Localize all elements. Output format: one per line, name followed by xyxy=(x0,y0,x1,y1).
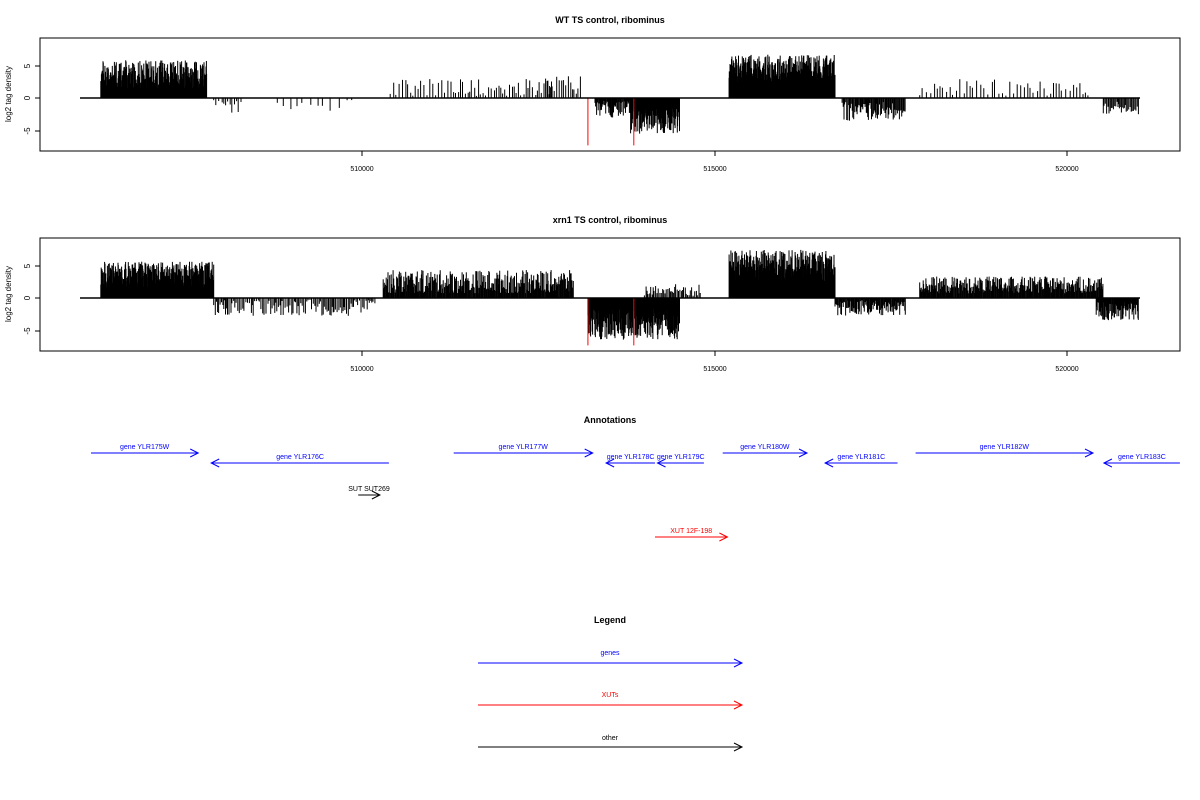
panel-wt: WT TS control, ribominus -5 0 5 log2 tag… xyxy=(4,15,1181,173)
legend-title: Legend xyxy=(594,615,626,625)
legend-label: genes xyxy=(600,650,620,657)
y-axis: -5 0 5 log2 tag density xyxy=(4,263,41,335)
annotation-feature: gene YLR182W xyxy=(915,444,1095,458)
annotation-feature: gene YLR180W xyxy=(722,444,809,458)
x-axis: 510000 515000 520000 xyxy=(350,151,1079,173)
legend-item-genes: genes xyxy=(478,650,744,668)
plot-frame xyxy=(39,37,1181,152)
coverage-bars xyxy=(100,54,1139,146)
feature-label: SUT SUT269 xyxy=(348,486,390,493)
feature-label: gene YLR176C xyxy=(276,454,324,461)
arrowhead-icon xyxy=(604,458,615,468)
annotation-features: gene YLR175W gene YLR176C gene YLR177W gene… xyxy=(91,444,1180,542)
feature-label: gene YLR175W xyxy=(120,444,170,451)
feature-label: gene YLR180W xyxy=(740,444,790,451)
x-tick-label: 515000 xyxy=(703,366,726,373)
legend-item-other: other xyxy=(478,735,744,752)
x-tick-label: 520000 xyxy=(1055,366,1078,373)
arrowhead-icon xyxy=(719,532,729,542)
legend-label: XUTs xyxy=(602,692,619,699)
y-tick-label: 0 xyxy=(23,295,32,300)
arrowhead-icon xyxy=(733,700,744,710)
arrowhead-icon xyxy=(823,458,834,468)
y-axis-label: log2 tag density xyxy=(4,66,13,122)
panel-title: WT TS control, ribominus xyxy=(555,15,665,25)
y-tick-label: 0 xyxy=(23,95,32,100)
arrowhead-icon xyxy=(189,448,200,458)
annotation-feature: gene YLR178C xyxy=(604,454,655,468)
arrowhead-icon xyxy=(1084,448,1095,458)
legend: Legend genes XUTs other xyxy=(478,615,744,752)
arrowhead-icon xyxy=(1102,458,1113,468)
feature-label: gene YLR181C xyxy=(837,454,885,461)
annotation-feature: gene YLR181C xyxy=(823,454,898,468)
annotation-feature: XUT 12F-198 xyxy=(655,528,729,542)
x-tick-label: 520000 xyxy=(1055,166,1078,173)
annotation-feature: gene YLR175W xyxy=(91,444,200,458)
feature-label: gene YLR183C xyxy=(1118,454,1166,461)
coverage-bars xyxy=(100,249,1139,346)
feature-label: gene YLR177W xyxy=(499,444,549,451)
y-tick-label: -5 xyxy=(23,327,32,335)
y-tick-label: 5 xyxy=(23,63,32,68)
annotation-feature: gene YLR179C xyxy=(656,454,705,468)
arrowhead-icon xyxy=(798,448,809,458)
x-tick-label: 515000 xyxy=(703,166,726,173)
feature-label: gene YLR178C xyxy=(607,454,655,461)
y-axis: -5 0 5 log2 tag density xyxy=(4,63,41,135)
arrowhead-icon xyxy=(733,742,744,752)
y-tick-label: 5 xyxy=(23,263,32,268)
annotations-title: Annotations xyxy=(584,415,637,425)
annotation-feature: gene YLR183C xyxy=(1102,454,1180,468)
arrowhead-icon xyxy=(656,458,666,468)
feature-label: gene YLR179C xyxy=(657,454,705,461)
y-tick-label: -5 xyxy=(23,127,32,135)
x-tick-label: 510000 xyxy=(350,166,373,173)
arrowhead-icon xyxy=(371,490,382,500)
arrowhead-icon xyxy=(210,458,220,468)
legend-label: other xyxy=(602,735,619,742)
legend-item-xuts: XUTs xyxy=(478,692,744,710)
x-axis: 510000 515000 520000 xyxy=(350,351,1079,373)
x-tick-label: 510000 xyxy=(350,366,373,373)
y-axis-label: log2 tag density xyxy=(4,266,13,322)
feature-label: gene YLR182W xyxy=(980,444,1030,451)
feature-label: XUT 12F-198 xyxy=(670,528,712,535)
panel-title: xrn1 TS control, ribominus xyxy=(553,215,668,225)
annotation-feature: SUT SUT269 xyxy=(348,486,390,500)
arrowhead-icon xyxy=(584,448,594,458)
panel-xrn1: xrn1 TS control, ribominus -5 0 5 log2 t… xyxy=(4,215,1181,373)
annotation-feature: gene YLR177W xyxy=(453,444,594,458)
annotation-feature: gene YLR176C xyxy=(210,454,389,468)
arrowhead-icon xyxy=(733,658,744,668)
